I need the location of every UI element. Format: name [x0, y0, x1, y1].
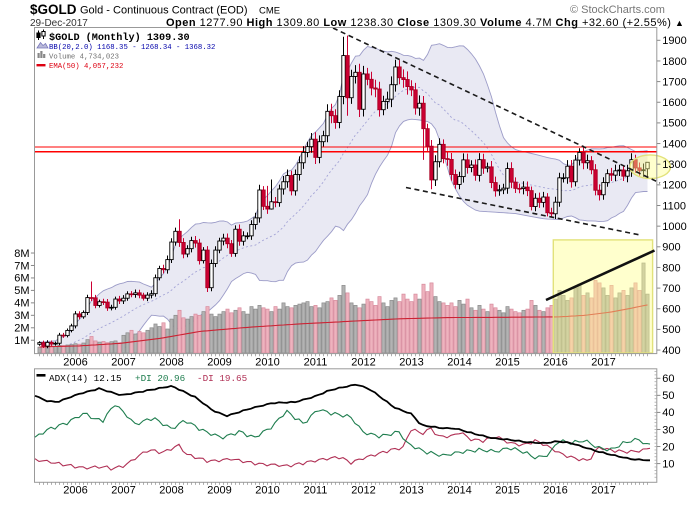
svg-text:BB(20,2.0) 1168.35 - 1268.34 -: BB(20,2.0) 1168.35 - 1268.34 - 1368.32: [49, 44, 215, 52]
svg-text:1200: 1200: [662, 180, 686, 192]
svg-text:4M: 4M: [14, 298, 29, 310]
svg-text:5M: 5M: [14, 285, 29, 297]
svg-text:Volume 4,734,023: Volume 4,734,023: [49, 53, 119, 61]
svg-text:30: 30: [662, 424, 674, 436]
svg-text:2008: 2008: [159, 485, 183, 497]
svg-text:7M: 7M: [14, 260, 29, 272]
svg-text:2017: 2017: [591, 485, 615, 497]
svg-text:1400: 1400: [662, 138, 686, 150]
svg-text:2012: 2012: [351, 485, 375, 497]
svg-text:2014: 2014: [447, 485, 471, 497]
svg-text:2017: 2017: [591, 357, 615, 369]
svg-text:8M: 8M: [14, 248, 29, 260]
svg-text:Gold - Continuous Contract (EO: Gold - Continuous Contract (EOD): [80, 5, 248, 17]
svg-text:50: 50: [662, 390, 674, 402]
svg-text:2013: 2013: [399, 357, 423, 369]
svg-text:2007: 2007: [111, 357, 135, 369]
svg-text:1000: 1000: [662, 221, 686, 233]
svg-text:700: 700: [662, 283, 680, 295]
svg-text:CME: CME: [259, 6, 280, 17]
svg-text:1800: 1800: [662, 56, 686, 68]
svg-text:2006: 2006: [63, 357, 87, 369]
svg-text:2010: 2010: [255, 357, 279, 369]
svg-text:+DI 20.96: +DI 20.96: [135, 373, 185, 384]
svg-text:1900: 1900: [662, 35, 686, 47]
svg-text:© StockCharts.com: © StockCharts.com: [570, 4, 665, 16]
svg-text:2015: 2015: [495, 485, 519, 497]
svg-text:40: 40: [662, 407, 674, 419]
svg-text:10: 10: [662, 458, 674, 470]
svg-text:2012: 2012: [351, 357, 375, 369]
svg-text:2009: 2009: [207, 485, 231, 497]
svg-text:500: 500: [662, 324, 680, 336]
svg-text:800: 800: [662, 262, 680, 274]
svg-text:2010: 2010: [255, 485, 279, 497]
svg-text:$GOLD (Monthly) 1309.30: $GOLD (Monthly) 1309.30: [49, 32, 190, 44]
svg-text:6M: 6M: [14, 273, 29, 285]
svg-text:1500: 1500: [662, 118, 686, 130]
svg-text:ADX(14) 12.15: ADX(14) 12.15: [49, 373, 122, 384]
svg-text:2016: 2016: [543, 357, 567, 369]
svg-text:2006: 2006: [63, 485, 87, 497]
svg-text:2014: 2014: [447, 357, 471, 369]
svg-text:2009: 2009: [207, 357, 231, 369]
svg-text:3M: 3M: [14, 310, 29, 322]
svg-text:60: 60: [662, 373, 674, 385]
svg-text:Open 1277.90 High 1309.80 Low: Open 1277.90 High 1309.80 Low 1238.30 Cl…: [166, 17, 684, 29]
svg-text:2015: 2015: [495, 357, 519, 369]
svg-text:20: 20: [662, 441, 674, 453]
svg-text:2008: 2008: [159, 357, 183, 369]
svg-text:400: 400: [662, 345, 680, 357]
svg-text:$GOLD: $GOLD: [30, 2, 77, 17]
svg-text:2011: 2011: [304, 357, 328, 369]
svg-text:2016: 2016: [543, 485, 567, 497]
svg-text:1600: 1600: [662, 97, 686, 109]
svg-text:600: 600: [662, 304, 680, 316]
svg-text:1700: 1700: [662, 76, 686, 88]
svg-text:29-Dec-2017: 29-Dec-2017: [30, 18, 88, 29]
svg-text:900: 900: [662, 242, 680, 254]
svg-text:2M: 2M: [14, 323, 29, 335]
svg-text:2011: 2011: [304, 485, 328, 497]
svg-text:-DI 19.65: -DI 19.65: [197, 373, 247, 384]
svg-text:2007: 2007: [111, 485, 135, 497]
svg-text:1300: 1300: [662, 159, 686, 171]
svg-text:EMA(50) 4,057,232: EMA(50) 4,057,232: [49, 63, 123, 71]
svg-text:1M: 1M: [14, 335, 29, 347]
svg-text:1100: 1100: [662, 200, 686, 212]
svg-text:2013: 2013: [399, 485, 423, 497]
